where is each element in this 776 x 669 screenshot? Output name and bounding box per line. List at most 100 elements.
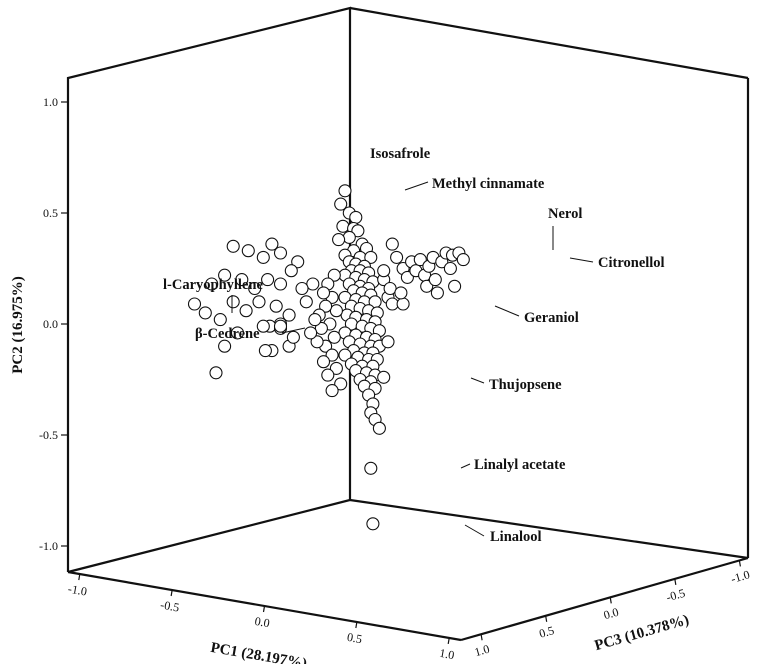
pc2-tick-label: -1.0 bbox=[39, 539, 58, 553]
data-point bbox=[413, 253, 427, 267]
pc3-tick-label: 0.0 bbox=[602, 605, 620, 623]
data-point bbox=[310, 335, 324, 349]
data-point bbox=[258, 344, 272, 358]
data-point bbox=[282, 308, 296, 322]
pc3-tick-label: -0.5 bbox=[665, 586, 687, 605]
data-point bbox=[205, 277, 219, 291]
data-point bbox=[325, 384, 339, 398]
data-point bbox=[336, 219, 350, 233]
data-point bbox=[334, 197, 348, 211]
annotation-label: β-Cedrene bbox=[195, 326, 260, 342]
data-point bbox=[327, 268, 341, 282]
data-point bbox=[321, 368, 335, 382]
pc1-tick-label: 0.5 bbox=[346, 630, 363, 646]
data-point bbox=[377, 370, 391, 384]
data-point bbox=[316, 355, 331, 369]
data-point bbox=[241, 244, 255, 258]
axis-ticks: -1.0 -0.5 0.0 0.5 1.0 -1.0 -0.5 0.0 0.5 1.0 1.0 0.5… bbox=[39, 95, 751, 662]
annotation-label: Linalool bbox=[490, 529, 542, 545]
data-point bbox=[248, 281, 262, 296]
data-point bbox=[390, 250, 404, 264]
pc1-tick-mark bbox=[355, 621, 358, 629]
annotation-label: Geraniol bbox=[524, 310, 579, 326]
pc2-tick-label: 0.0 bbox=[43, 317, 58, 331]
data-point bbox=[396, 297, 410, 311]
data-point bbox=[342, 230, 356, 244]
pc3-tick-mark bbox=[480, 634, 483, 641]
pc1-tick-mark bbox=[170, 589, 173, 597]
frame-floor-right bbox=[349, 498, 749, 560]
data-point bbox=[329, 361, 343, 375]
data-point bbox=[273, 319, 288, 333]
pc2-tick-label: 0.5 bbox=[43, 206, 58, 220]
data-points bbox=[187, 184, 470, 531]
data-point bbox=[218, 268, 232, 282]
data-point bbox=[304, 326, 318, 340]
data-point bbox=[327, 330, 341, 344]
data-point bbox=[334, 377, 348, 391]
data-point bbox=[198, 306, 212, 320]
data-point bbox=[226, 295, 240, 309]
pc3-tick-label: 0.5 bbox=[537, 623, 555, 641]
data-point bbox=[456, 253, 470, 267]
pc1-tick-label: -1.0 bbox=[67, 582, 88, 599]
pc1-tick-mark bbox=[262, 605, 266, 613]
annotation-leader-line bbox=[569, 257, 594, 263]
data-point bbox=[381, 335, 395, 349]
pc1-axis-title: PC1 (28.197%) bbox=[209, 640, 308, 664]
data-point bbox=[332, 233, 346, 247]
data-point bbox=[364, 461, 378, 475]
data-point bbox=[338, 184, 352, 198]
data-point bbox=[420, 279, 434, 293]
data-point bbox=[385, 237, 399, 251]
data-point bbox=[306, 277, 320, 291]
data-point bbox=[218, 339, 232, 353]
data-point bbox=[319, 299, 333, 313]
pc1-tick-label: -0.5 bbox=[159, 598, 180, 615]
data-point bbox=[284, 264, 298, 278]
pc3-tick-mark bbox=[674, 578, 677, 586]
data-point bbox=[239, 304, 253, 318]
data-point bbox=[209, 366, 223, 380]
annotation-label: Thujopsene bbox=[489, 377, 562, 393]
annotation-leader-line bbox=[464, 524, 485, 537]
pc1-tick-mark bbox=[78, 573, 81, 581]
data-point bbox=[187, 297, 202, 311]
data-point bbox=[377, 264, 391, 278]
data-point bbox=[235, 273, 249, 287]
pc1-tick-mark bbox=[447, 637, 450, 645]
data-point bbox=[349, 210, 363, 224]
data-point bbox=[316, 286, 331, 300]
annotation-leader-line bbox=[470, 377, 485, 384]
data-point bbox=[394, 286, 408, 300]
pc3-tick-mark bbox=[545, 615, 548, 622]
pc3-tick-mark bbox=[609, 597, 612, 604]
data-point bbox=[329, 304, 343, 318]
pc3-tick-label: -1.0 bbox=[729, 567, 751, 586]
data-point bbox=[252, 295, 266, 309]
data-point bbox=[273, 277, 288, 291]
annotation-label: Methyl cinnamate bbox=[432, 176, 545, 192]
data-point bbox=[364, 250, 378, 264]
data-point bbox=[295, 281, 309, 296]
data-point bbox=[230, 326, 245, 340]
annotation-label: l-Caryophyllene bbox=[163, 277, 263, 293]
frame-pc3-edge bbox=[460, 556, 749, 642]
annotation-leader-line bbox=[494, 305, 520, 317]
annotation-leader-line bbox=[404, 181, 429, 191]
data-point bbox=[256, 319, 270, 333]
annotation-label: Isosafrole bbox=[370, 146, 431, 162]
data-point bbox=[269, 299, 283, 313]
data-point bbox=[256, 250, 270, 264]
pc3-tick-mark bbox=[738, 560, 741, 567]
data-point bbox=[213, 313, 227, 327]
data-point bbox=[291, 255, 305, 269]
data-point bbox=[400, 270, 414, 284]
data-point bbox=[372, 421, 386, 435]
pc1-tick-label: 1.0 bbox=[438, 646, 455, 662]
pc2-tick-label: -0.5 bbox=[39, 428, 58, 442]
annotation-leader-line bbox=[281, 327, 306, 334]
